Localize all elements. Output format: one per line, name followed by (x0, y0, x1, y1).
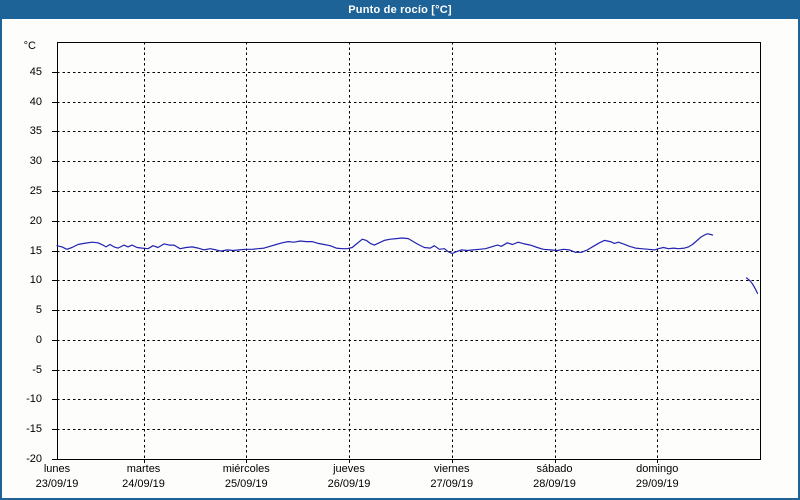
day-date-label: 27/09/19 (430, 478, 474, 490)
day-date-label: 24/09/19 (122, 478, 165, 490)
day-date-label: 25/09/19 (224, 478, 268, 490)
y-tick-label: 45 (29, 65, 42, 78)
dew-point-line (56, 233, 714, 255)
chart-title: Punto de rocío [°C] (348, 4, 452, 16)
day-name-label: miércoles (222, 463, 270, 475)
day-name-label: sábado (536, 463, 573, 475)
day-name-label: lunes (43, 463, 71, 475)
y-tick-label: 30 (29, 155, 42, 168)
y-tick-label: 10 (29, 274, 42, 287)
day-date-label: 28/09/19 (533, 478, 576, 490)
y-tick-label: 35 (29, 125, 42, 138)
y-tick-label: 40 (29, 95, 42, 108)
y-tick-label: -20 (26, 453, 42, 465)
plot-frame (57, 42, 761, 460)
y-tick-label: 20 (29, 214, 42, 227)
day-date-label: 29/09/19 (635, 478, 679, 490)
day-name-label: domingo (636, 463, 679, 475)
y-tick-label: -10 (26, 393, 42, 406)
day-date-label: 26/09/19 (327, 478, 371, 490)
day-date-label: 23/09/19 (35, 478, 79, 490)
y-tick-label: 5 (35, 304, 42, 317)
window-title-bar: Punto de rocío [°C] (2, 2, 798, 19)
y-tick-label: -5 (32, 363, 42, 376)
y-tick-label: 25 (29, 184, 42, 197)
plot-canvas (52, 42, 761, 463)
day-name-label: martes (126, 463, 161, 475)
chart-area: °C 45 40 35 30 25 20 15 10 5 0 -5 -10 -15 -20 lunes 23/0… (2, 19, 798, 498)
y-tick-label: -15 (26, 423, 42, 436)
y-axis-unit-label: °C (23, 40, 36, 52)
day-name-label: jueves (333, 463, 365, 475)
day-name-label: viernes (434, 463, 470, 475)
y-tick-label: 0 (35, 333, 42, 346)
y-tick-label: 15 (29, 244, 42, 257)
dew-point-line-segment (745, 277, 759, 294)
